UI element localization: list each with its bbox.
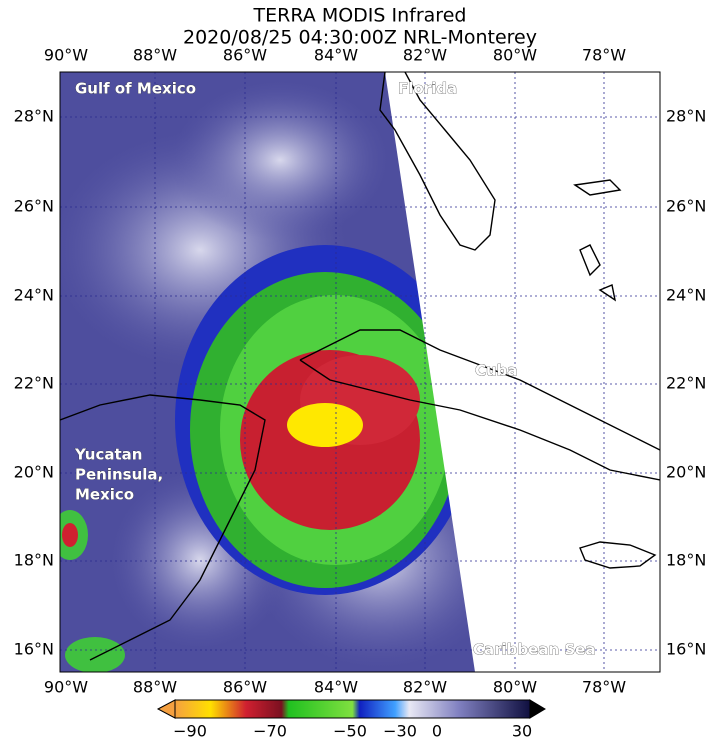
lon-label: 78°W	[582, 46, 626, 65]
colorbar-high-end	[529, 699, 546, 719]
place-label: Cuba	[475, 362, 518, 380]
lat-label: 28°N	[14, 107, 54, 126]
lon-label: 86°W	[223, 678, 267, 697]
colorbar-tick-label: −70	[253, 722, 287, 741]
colorbar	[174, 699, 531, 719]
lat-label: 24°N	[666, 286, 706, 305]
colorbar-tick-label: −50	[333, 722, 367, 741]
map-frame	[59, 71, 661, 673]
lon-label: 80°W	[493, 46, 537, 65]
lat-label: 26°N	[666, 197, 706, 216]
lon-label: 80°W	[493, 678, 537, 697]
colorbar-tick-label: 30	[512, 722, 532, 741]
lat-label: 22°N	[666, 374, 706, 393]
lat-label: 16°N	[14, 640, 54, 659]
place-label: Mexico	[75, 486, 134, 504]
imagery	[60, 72, 660, 672]
colorbar-tick-label: 0	[432, 722, 442, 741]
lon-label: 82°W	[403, 678, 447, 697]
lat-label: 24°N	[14, 286, 54, 305]
lat-label: 20°N	[14, 463, 54, 482]
lon-label: 88°W	[133, 46, 177, 65]
lat-label: 20°N	[666, 463, 706, 482]
place-label: Florida	[398, 80, 457, 98]
lon-label: 90°W	[44, 46, 88, 65]
lat-label: 22°N	[14, 374, 54, 393]
place-label: Gulf of Mexico	[75, 80, 196, 98]
lat-label: 26°N	[14, 197, 54, 216]
title: TERRA MODIS Infrared	[253, 5, 467, 27]
lat-label: 18°N	[666, 551, 706, 570]
place-label: Yucatan	[74, 446, 142, 464]
lon-label: 84°W	[314, 678, 358, 697]
colorbar-tick-label: −90	[173, 722, 207, 741]
lon-label: 88°W	[133, 678, 177, 697]
lat-label: 16°N	[666, 640, 706, 659]
lat-label: 18°N	[14, 551, 54, 570]
lon-label: 90°W	[44, 678, 88, 697]
place-label: Caribbean Sea	[473, 641, 595, 659]
colorbar-tick-label: −30	[383, 722, 417, 741]
lon-label: 78°W	[582, 678, 626, 697]
lon-label: 84°W	[314, 46, 358, 65]
lat-label: 28°N	[666, 107, 706, 126]
colorbar-low-end	[156, 699, 176, 719]
place-label: Peninsula,	[75, 466, 163, 484]
lon-label: 82°W	[403, 46, 447, 65]
subtitle: 2020/08/25 04:30:00Z NRL-Monterey	[183, 27, 537, 49]
lon-label: 86°W	[223, 46, 267, 65]
